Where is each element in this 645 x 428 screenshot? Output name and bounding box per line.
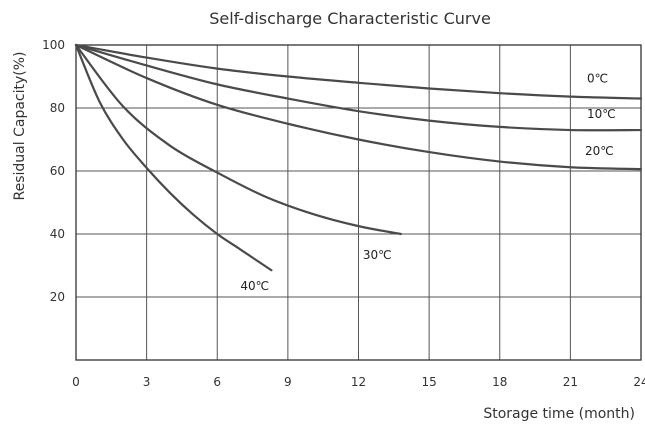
grid [76, 45, 641, 360]
series-line [74, 43, 402, 236]
x-tick-label: 3 [143, 375, 151, 389]
y-tick-label: 100 [42, 38, 65, 52]
series-group [74, 43, 643, 272]
series-line [74, 43, 643, 132]
x-tick-label: 15 [421, 375, 436, 389]
x-tick-label: 12 [351, 375, 366, 389]
x-axis-title: Storage time (month) [483, 406, 635, 422]
y-tick-label: 60 [50, 164, 65, 178]
x-tick-label: 0 [72, 375, 80, 389]
x-tick-label: 6 [213, 375, 221, 389]
x-tick-label: 24 [633, 375, 645, 389]
series-line [74, 43, 643, 171]
series-line [74, 43, 273, 272]
y-axis-title: Residual Capacity(%) [12, 52, 28, 201]
x-tick-label: 18 [492, 375, 507, 389]
series-label: 40℃ [240, 279, 269, 293]
series-label: 0℃ [587, 72, 608, 86]
y-tick-label: 40 [50, 227, 65, 241]
series-line [74, 43, 643, 100]
series-labels: 0℃ 10℃ 20℃ 30℃ 40℃ [240, 72, 615, 294]
y-tick-label: 20 [50, 290, 65, 304]
chart-title: Self-discharge Characteristic Curve [209, 9, 491, 28]
series-label: 10℃ [587, 107, 616, 121]
x-tick-label: 9 [284, 375, 292, 389]
axis-ticks: 0 3 6 9 12 15 18 21 24 20 40 60 80 100 [42, 38, 645, 389]
series-label: 20℃ [585, 144, 614, 158]
y-tick-label: 80 [50, 101, 65, 115]
x-tick-label: 21 [563, 375, 578, 389]
series-label: 30℃ [363, 248, 392, 262]
plot-border [75, 44, 642, 361]
